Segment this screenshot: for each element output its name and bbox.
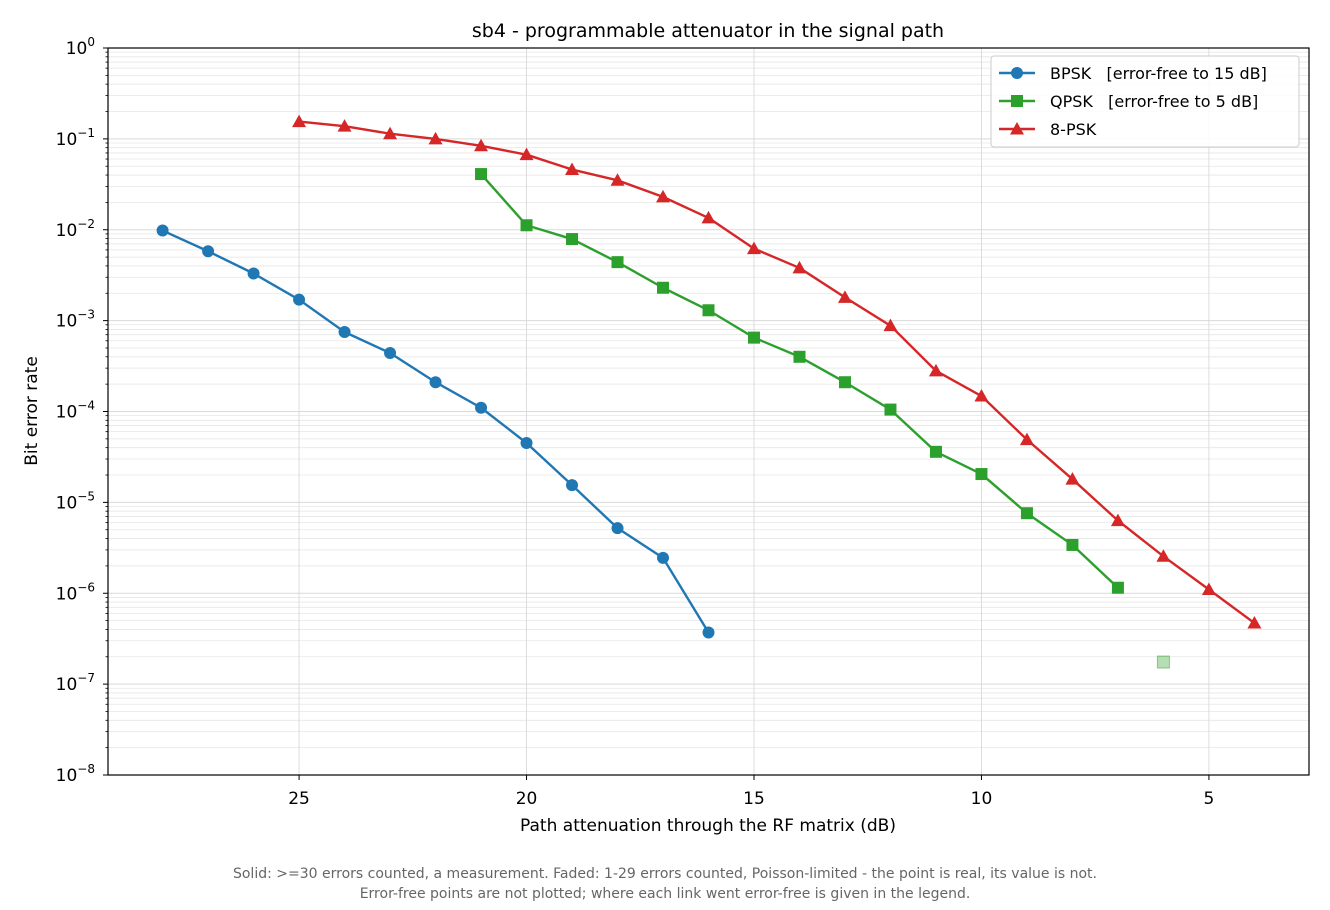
x-axis-label: Path attenuation through the RF matrix (… [520,816,896,836]
data-point [929,445,942,458]
legend-marker [1011,67,1023,79]
data-point [156,224,169,237]
data-point [746,241,761,255]
data-point [520,219,533,232]
data-point [1111,581,1124,594]
footnote-line-1: Solid: >=30 errors counted, a measuremen… [232,866,1097,882]
data-point [702,626,715,639]
y-tick-label: 10−4 [56,399,95,423]
data-point [338,325,351,338]
x-tick-label: 5 [1204,789,1215,809]
data-point [884,403,897,416]
series-square [475,168,1170,669]
legend-label: 8-PSK [1050,120,1097,139]
legend-box [990,55,1300,148]
data-point [747,331,760,344]
data-point [566,479,579,492]
data-point [247,267,260,280]
data-point [1019,432,1034,446]
grid-layer [108,47,1309,776]
data-point [1156,549,1171,562]
data-point [565,162,580,176]
y-tick-label: 10−6 [56,580,95,604]
y-axis-label: Bit error rate [22,356,42,466]
tick-layer: 10−8 10−7 10−6 10−5 10−4 10−3 10−2 10−1 100 25 20 1… [56,35,1215,809]
series-triangle [292,114,1262,629]
data-point [657,551,670,564]
data-point [1065,472,1080,485]
data-point [1020,507,1033,520]
y-tick-label: 100 [66,35,95,59]
data-point [566,233,579,246]
legend-label: QPSK [error-free to 5 dB] [1050,92,1258,111]
data-point [474,138,489,152]
x-tick-label: 10 [971,789,993,809]
data-point [1066,538,1079,551]
data-point [1201,582,1216,595]
data-point [383,126,398,140]
data-point [928,363,943,377]
data-point [1110,513,1125,527]
legend-entry: 8-PSK [999,120,1097,139]
data-point [475,401,488,414]
data-point [974,389,989,402]
series-circle [156,224,715,639]
series-layer [156,114,1262,669]
data-point [519,147,534,161]
data-point [611,522,624,535]
y-tick-label: 10−7 [56,671,95,695]
data-point [428,131,443,145]
data-point [202,245,215,258]
y-tick-label: 10−2 [56,217,95,241]
footnote-line-2: Error-free points are not plotted; where… [359,886,971,902]
data-point [701,210,716,224]
data-point [292,114,307,128]
data-point [293,293,306,306]
x-tick-label: 20 [516,789,538,809]
legend-marker [1010,122,1024,135]
data-point [793,350,806,363]
data-point [656,189,671,203]
y-tick-label: 10−1 [56,126,95,150]
y-tick-label: 10−5 [56,489,95,513]
y-tick-label: 10−3 [56,308,95,332]
faded-data-point [1156,655,1170,669]
legend-entry: BPSK [error-free to 15 dB] [999,64,1267,83]
data-point [1247,616,1262,629]
x-tick-label: 15 [743,789,765,809]
data-point [792,260,807,274]
data-point [429,376,442,389]
data-point [838,376,851,389]
legend-marker [1011,95,1023,107]
data-point [610,173,625,186]
y-tick-label: 10−8 [56,762,95,786]
legend: BPSK [error-free to 15 dB] QPSK [error-fr… [990,55,1300,148]
legend-label: BPSK [error-free to 15 dB] [1050,64,1267,83]
data-point [384,347,397,360]
data-point [975,468,988,481]
chart-title: sb4 - programmable attenuator in the sig… [472,20,944,42]
legend-entry: QPSK [error-free to 5 dB] [999,92,1258,111]
series-line [298,120,1256,625]
x-tick-label: 25 [288,789,310,809]
data-point [657,281,670,294]
data-point [702,304,715,317]
data-point [611,256,624,269]
data-point [520,437,533,450]
data-point [837,290,852,303]
data-point [337,119,352,132]
data-point [883,318,898,332]
data-point [475,168,488,181]
